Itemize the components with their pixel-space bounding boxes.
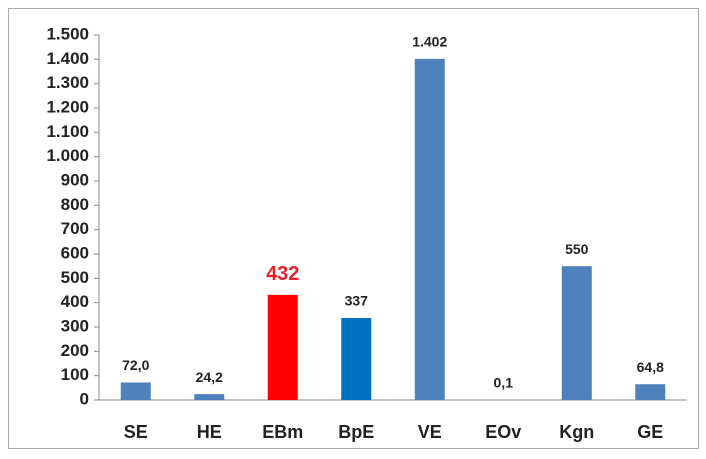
value-label: 24,2	[196, 369, 223, 385]
y-tick-label: 100	[61, 365, 89, 384]
y-tick-label: 200	[61, 341, 89, 360]
value-label: 72,0	[122, 357, 149, 373]
y-tick-label: 0	[80, 389, 89, 408]
y-tick-label: 500	[61, 268, 89, 287]
y-tick-label: 300	[61, 316, 89, 335]
bar	[562, 266, 592, 400]
value-label: 1.402	[412, 34, 447, 50]
bar	[268, 295, 298, 400]
x-tick-label: BpE	[338, 422, 374, 442]
x-tick-label: SE	[124, 422, 148, 442]
y-tick-label: 1.200	[46, 97, 89, 116]
bar	[194, 394, 224, 400]
y-tick-label: 400	[61, 292, 89, 311]
y-tick-label: 1.300	[46, 73, 89, 92]
bar	[121, 382, 151, 400]
bar	[635, 384, 665, 400]
x-tick-label: EBm	[262, 422, 303, 442]
y-tick-label: 1.100	[46, 122, 89, 141]
value-label: 550	[565, 241, 589, 257]
bar	[341, 318, 371, 400]
x-tick-label: HE	[197, 422, 222, 442]
y-tick-label: 800	[61, 195, 89, 214]
x-tick-label: GE	[637, 422, 663, 442]
y-tick-label: 700	[61, 219, 89, 238]
y-tick-label: 900	[61, 170, 89, 189]
y-tick-label: 1.000	[46, 146, 89, 165]
value-label: 64,8	[637, 359, 664, 375]
value-label: 0,1	[494, 375, 514, 391]
value-label: 337	[345, 293, 369, 309]
y-tick-label: 600	[61, 243, 89, 262]
x-tick-label: EOv	[485, 422, 521, 442]
y-tick-label: 1.500	[46, 24, 89, 43]
y-tick-label: 1.400	[46, 49, 89, 68]
bar	[415, 59, 445, 400]
value-label: 432	[266, 263, 299, 285]
x-tick-label: Kgn	[559, 422, 594, 442]
x-tick-label: VE	[418, 422, 442, 442]
